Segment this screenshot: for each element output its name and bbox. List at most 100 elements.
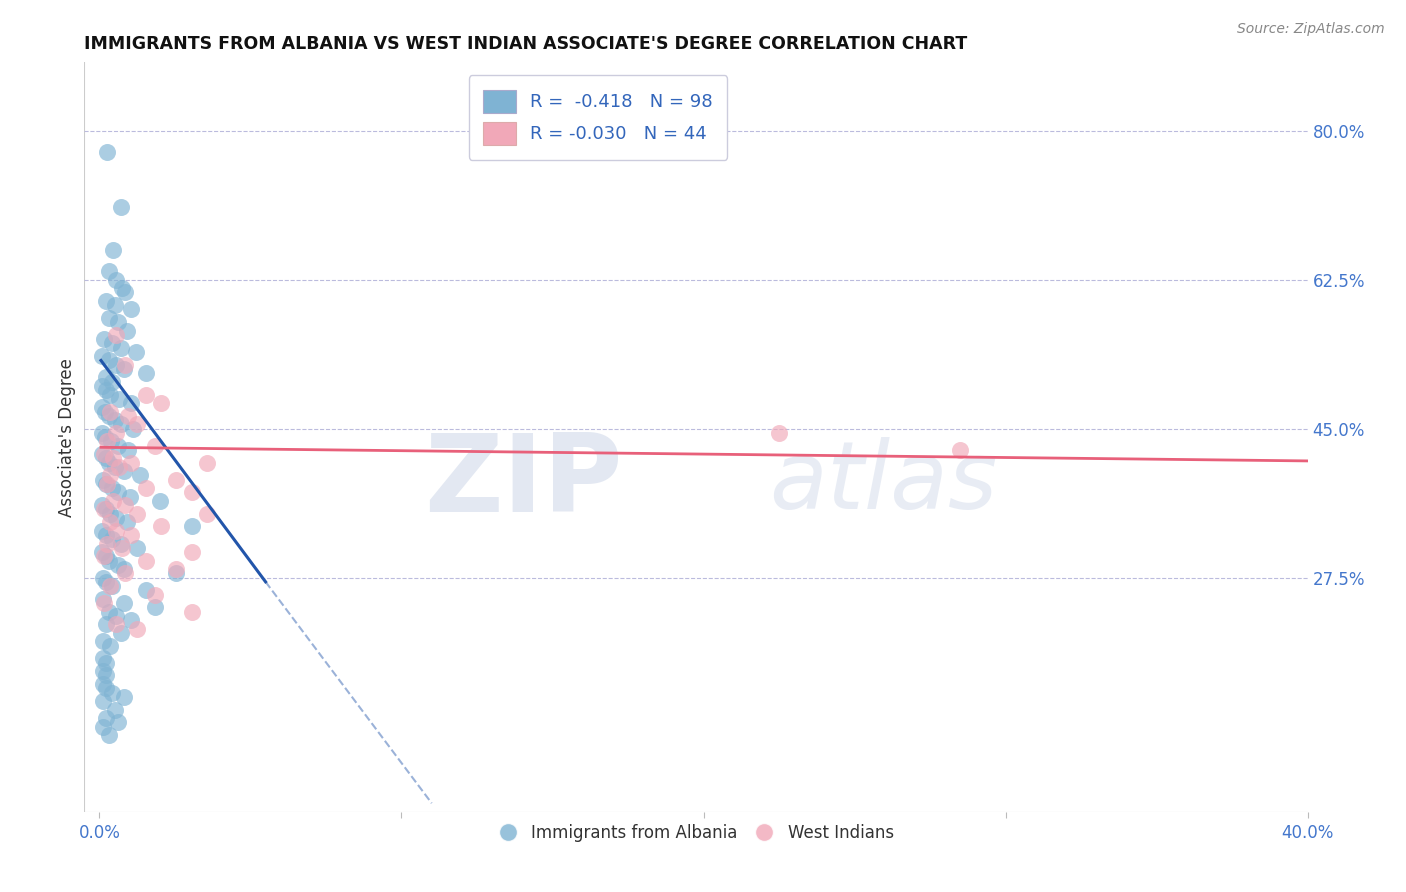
Point	[91, 677, 114, 691]
Point	[94, 404, 117, 418]
Point	[120, 490, 142, 504]
Point	[112, 690, 135, 704]
Point	[94, 617, 117, 632]
Point	[91, 447, 114, 461]
Point	[150, 519, 173, 533]
Point	[127, 622, 149, 636]
Point	[94, 574, 117, 589]
Point	[127, 541, 149, 555]
Point	[91, 651, 114, 665]
Point	[112, 562, 135, 576]
Point	[117, 515, 139, 529]
Point	[111, 281, 134, 295]
Point	[91, 720, 114, 734]
Point	[768, 425, 790, 440]
Point	[100, 336, 122, 351]
Text: ZIP: ZIP	[425, 429, 623, 535]
Point	[101, 685, 124, 699]
Point	[125, 345, 148, 359]
Point	[98, 507, 121, 521]
Y-axis label: Associate's Degree: Associate's Degree	[58, 358, 76, 516]
Point	[97, 310, 120, 325]
Point	[114, 285, 136, 300]
Point	[127, 417, 149, 432]
Point	[129, 468, 152, 483]
Point	[98, 605, 121, 619]
Point	[93, 447, 115, 461]
Point	[98, 728, 121, 742]
Point	[96, 476, 118, 491]
Point	[98, 639, 121, 653]
Point	[110, 341, 132, 355]
Point	[96, 536, 118, 550]
Point	[107, 485, 129, 500]
Point	[91, 473, 114, 487]
Point	[94, 293, 117, 308]
Point	[135, 481, 157, 495]
Point	[91, 349, 114, 363]
Point	[107, 315, 129, 329]
Point	[110, 417, 132, 432]
Point	[166, 473, 188, 487]
Point	[94, 668, 117, 682]
Point	[180, 485, 202, 500]
Point	[91, 401, 114, 415]
Point	[111, 541, 134, 555]
Point	[98, 515, 121, 529]
Point	[108, 459, 131, 474]
Point	[114, 498, 136, 512]
Point	[150, 396, 173, 410]
Point	[97, 353, 120, 368]
Point	[110, 626, 132, 640]
Point	[180, 519, 202, 533]
Point	[91, 379, 114, 393]
Point	[108, 392, 131, 406]
Point	[104, 413, 127, 427]
Point	[135, 366, 157, 380]
Point	[110, 536, 132, 550]
Point	[180, 605, 202, 619]
Point	[112, 596, 135, 610]
Point	[120, 302, 142, 317]
Point	[180, 545, 202, 559]
Point	[166, 566, 188, 581]
Point	[91, 694, 114, 708]
Point	[143, 600, 166, 615]
Point	[101, 533, 124, 547]
Point	[101, 494, 124, 508]
Point	[195, 507, 218, 521]
Point	[149, 494, 172, 508]
Point	[94, 476, 117, 491]
Point	[105, 358, 128, 372]
Point	[143, 588, 166, 602]
Point	[107, 558, 129, 572]
Text: IMMIGRANTS FROM ALBANIA VS WEST INDIAN ASSOCIATE'S DEGREE CORRELATION CHART: IMMIGRANTS FROM ALBANIA VS WEST INDIAN A…	[84, 35, 967, 53]
Point	[94, 451, 117, 466]
Point	[117, 442, 139, 457]
Point	[105, 617, 128, 632]
Point	[105, 608, 128, 623]
Point	[101, 481, 124, 495]
Point	[96, 434, 118, 449]
Point	[135, 553, 157, 567]
Point	[107, 439, 129, 453]
Point	[166, 562, 188, 576]
Point	[94, 528, 117, 542]
Point	[101, 579, 124, 593]
Point	[98, 468, 121, 483]
Point	[100, 434, 122, 449]
Point	[114, 566, 136, 581]
Point	[112, 464, 135, 478]
Point	[127, 507, 149, 521]
Point	[104, 702, 127, 716]
Point	[117, 409, 139, 423]
Point	[94, 502, 117, 516]
Point	[98, 387, 121, 401]
Point	[120, 456, 142, 470]
Point	[93, 549, 115, 564]
Point	[135, 583, 157, 598]
Point	[110, 200, 132, 214]
Point	[114, 358, 136, 372]
Point	[107, 715, 129, 730]
Point	[103, 298, 125, 312]
